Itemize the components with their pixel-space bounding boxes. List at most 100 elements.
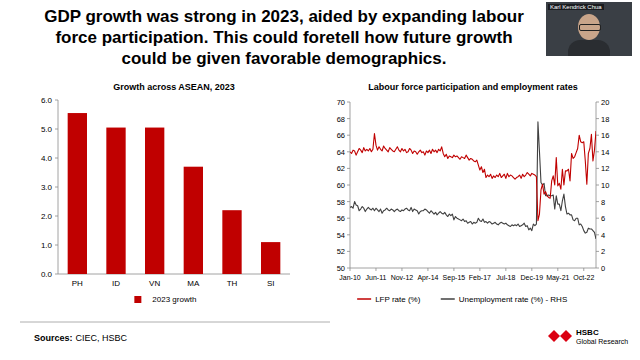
y2-tick [596, 234, 599, 235]
y-tick [347, 168, 350, 169]
y-tick-label: 0.0 [41, 270, 53, 279]
legend-swatch [357, 298, 371, 300]
bar [222, 210, 241, 274]
x-tick [505, 268, 506, 271]
y-tick-label: 50 [337, 264, 345, 273]
y2-tick [596, 151, 599, 152]
logo-right-tri [560, 330, 566, 342]
y-tick-label: 5.0 [41, 125, 53, 134]
y-tick [55, 100, 58, 101]
bar [145, 128, 164, 274]
bar [68, 113, 87, 274]
marks [350, 122, 596, 239]
x-tick [375, 268, 376, 271]
slide-title: GDP growth was strong in 2023, aided by … [34, 6, 534, 69]
y2-tick [596, 118, 599, 119]
x-tick-label: May-21 [546, 274, 569, 282]
y2-tick-label: 2 [601, 247, 605, 256]
line-chart: Labour force participation and employmen… [337, 82, 610, 304]
y2-tick [596, 218, 599, 219]
bar [106, 128, 125, 274]
y-tick [347, 268, 350, 269]
x-tick [583, 268, 584, 271]
y2-tick [596, 135, 599, 136]
y-tick-label: 70 [337, 98, 345, 107]
sources-label: Sources: [34, 333, 73, 343]
bar [184, 167, 203, 274]
y-tick [347, 234, 350, 235]
y-tick [347, 201, 350, 202]
y-tick-label: 6.0 [41, 96, 53, 105]
y2-tick-label: 14 [601, 148, 609, 157]
series-line [350, 122, 596, 239]
bar [261, 242, 280, 274]
y-tick-label: 64 [337, 148, 345, 157]
presenter-glasses [579, 24, 601, 31]
x-tick-label: Oct-22 [573, 274, 594, 281]
y-tick [347, 118, 350, 119]
x-tick-label: Dec-19 [521, 274, 544, 281]
x-tick [401, 268, 402, 271]
y2-tick [596, 168, 599, 169]
y2-tick [596, 251, 599, 252]
logo-left-tri [554, 330, 560, 342]
x-tick [531, 268, 532, 271]
y2-tick [596, 102, 599, 103]
presenter-head [578, 14, 600, 40]
logo-center [554, 330, 566, 342]
y-tick [55, 187, 58, 188]
presenter-body [568, 40, 610, 56]
x-tick-label: PH [72, 279, 83, 288]
y2-tick-label: 8 [601, 198, 605, 207]
x-axis [58, 274, 290, 275]
presenter-name: Karl Kendrick Chua [548, 4, 604, 10]
brand-logo: HSBCGlobal Research [548, 328, 628, 345]
y2-tick-label: 18 [601, 115, 609, 124]
brand-name: HSBC [576, 328, 599, 337]
sources: Sources:CIEC, HSBC [34, 333, 128, 343]
x-tick-label: Feb-17 [469, 274, 491, 281]
x-tick-label: ID [112, 279, 120, 288]
bar-chart: Growth across ASEAN, 20230.01.02.03.04.0… [41, 82, 290, 304]
y2-tick-label: 20 [601, 98, 609, 107]
x-tick [427, 268, 428, 271]
brand-sub: Global Research [576, 338, 628, 345]
slide-canvas: Sources:CIEC, HSBCHSBCGlobal ResearchGro… [0, 0, 640, 360]
footer-rule [20, 322, 330, 323]
y2-tick-label: 6 [601, 214, 605, 223]
y-tick [347, 135, 350, 136]
y-tick-label: 54 [337, 231, 345, 240]
y2-tick [596, 185, 599, 186]
x-tick-label: VN [149, 279, 160, 288]
x-tick-label: Apr-14 [417, 274, 438, 282]
logo-hexagon [548, 330, 572, 342]
y-tick [347, 102, 350, 103]
y-tick-label: 66 [337, 131, 345, 140]
y-tick-label: 3.0 [41, 183, 53, 192]
legend-label: 2023 growth [152, 295, 196, 304]
y-tick [55, 274, 58, 275]
y-tick [347, 151, 350, 152]
y-tick [55, 129, 58, 130]
y2-tick-label: 12 [601, 164, 609, 173]
y-tick-label: 68 [337, 115, 345, 124]
y2-tick-label: 0 [601, 264, 605, 273]
y-tick [55, 216, 58, 217]
series-line [350, 131, 596, 221]
x-tick-label: SI [267, 279, 275, 288]
y-tick [347, 185, 350, 186]
y-tick-label: 58 [337, 198, 345, 207]
y-tick-label: 60 [337, 181, 345, 190]
y-tick-label: 4.0 [41, 154, 53, 163]
x-tick-label: Sep-15 [443, 274, 466, 282]
marks [68, 113, 281, 274]
y2-tick-label: 10 [601, 181, 609, 190]
x-axis [350, 268, 596, 269]
x-tick [479, 268, 480, 271]
y-tick-label: 56 [337, 214, 345, 223]
y-tick-label: 62 [337, 164, 345, 173]
x-tick [453, 268, 454, 271]
y-tick [347, 218, 350, 219]
y-tick [347, 251, 350, 252]
x-tick-label: Jul-18 [496, 274, 515, 281]
